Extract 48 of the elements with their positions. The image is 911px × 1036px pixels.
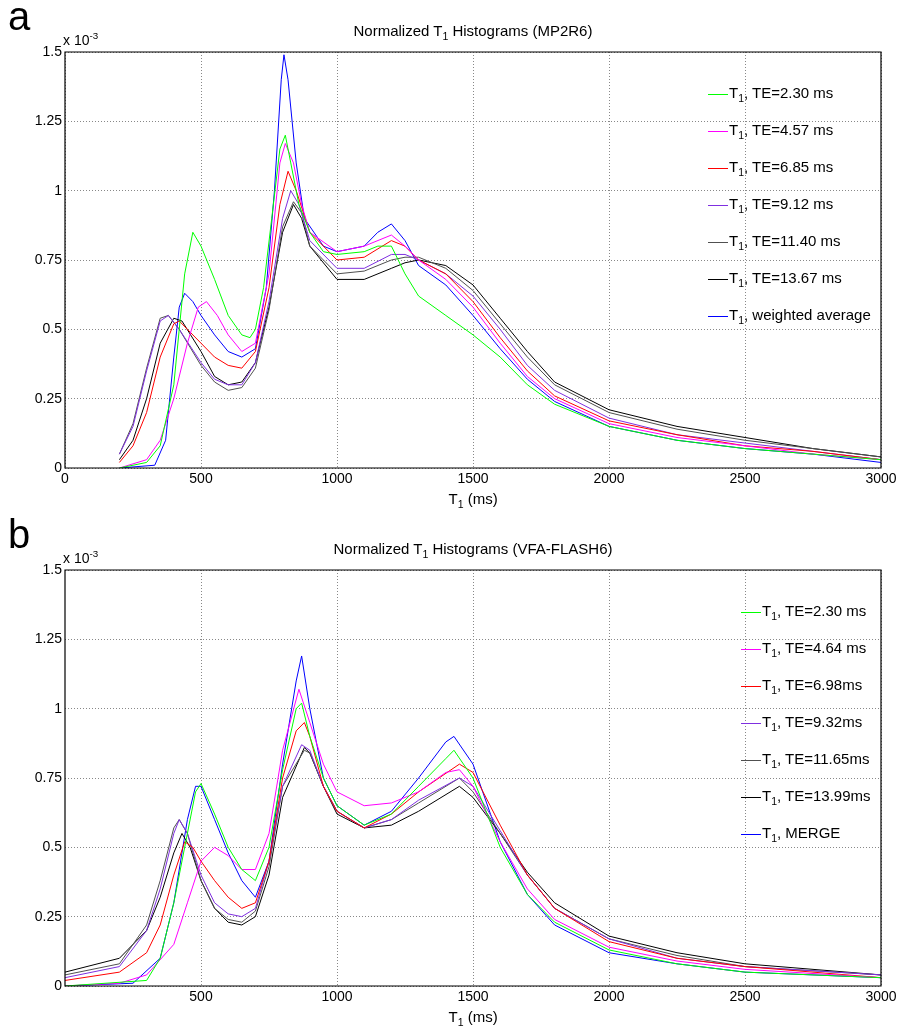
y-tick-label: 1.5 (42, 42, 63, 59)
x-tick-label: 3000 (865, 470, 897, 487)
legend-label: T$_{1}$, TE=9.32ms (761, 712, 864, 735)
legend-label: T$_{1}$, TE=13.67 ms (728, 268, 843, 291)
x-tick-label: 2500 (729, 470, 761, 487)
y-tick-label: 0.75 (34, 250, 63, 267)
y-tick-label: 1 (54, 181, 63, 198)
x-tick-label: 3000 (865, 988, 897, 1005)
legend-label: T$_{1}$, TE=6.85 ms (728, 157, 835, 180)
y-tick-label: 1.25 (34, 630, 63, 647)
legend-label: T$_{1}$, TE=4.64 ms (761, 638, 868, 661)
x-tick-label: 2000 (593, 988, 625, 1005)
legend-label: T$_{1}$, TE=11.65ms (761, 749, 871, 772)
text: b (8, 512, 31, 557)
x-tick-label: 2500 (729, 988, 761, 1005)
x-axis-title: T$_{1}$ (ms) (448, 490, 498, 510)
text: x 10$^{-3}$ (63, 548, 99, 566)
y-tick-label: 0.5 (42, 320, 63, 337)
y-tick-label: 0.75 (34, 768, 63, 785)
x-tick-label: 500 (189, 470, 213, 487)
text: x 10$^{-3}$ (63, 30, 99, 48)
y-tick-label: 0.25 (34, 907, 63, 924)
x-tick-label: 500 (189, 988, 213, 1005)
y-tick-label: 1.25 (34, 112, 63, 129)
y-tick-label: 0 (54, 458, 63, 475)
x-tick-label: 1000 (321, 988, 353, 1005)
x-tick-label: 1500 (457, 988, 489, 1005)
chart-title: Normalized T$_{1}$ Histograms (VFA-FLASH6) (333, 540, 613, 560)
y-tick-label: 0.25 (34, 389, 63, 406)
legend-label: T$_{1}$, TE=9.12 ms (728, 194, 835, 217)
legend-label: T$_{1}$, TE=13.99ms (761, 786, 871, 809)
y-tick-label: 1.5 (42, 560, 63, 577)
text: a (8, 0, 31, 39)
legend-label: T$_{1}$, MERGE (761, 823, 842, 846)
x-axis-title: T$_{1}$ (ms) (448, 1008, 498, 1028)
legend-label: T$_{1}$, TE=6.98ms (761, 675, 864, 698)
legend-label: T$_{1}$, weighted average (728, 305, 871, 328)
y-tick-label: 0.5 (42, 838, 63, 855)
legend-label: T$_{1}$, TE=2.30 ms (728, 83, 835, 106)
legend-label: T$_{1}$, TE=11.40 ms (728, 231, 842, 254)
y-tick-label: 0 (54, 976, 63, 993)
legend-label: T$_{1}$, TE=4.57 ms (728, 120, 835, 143)
legend-label: T$_{1}$, TE=2.30 ms (761, 601, 868, 624)
x-tick-label: 2000 (593, 470, 625, 487)
y-tick-label: 1 (54, 699, 63, 716)
x-tick-label: 1000 (321, 470, 353, 487)
x-tick-label: 1500 (457, 470, 489, 487)
chart-title: Normalized T$_{1}$ Histograms (MP2R6) (353, 22, 593, 42)
